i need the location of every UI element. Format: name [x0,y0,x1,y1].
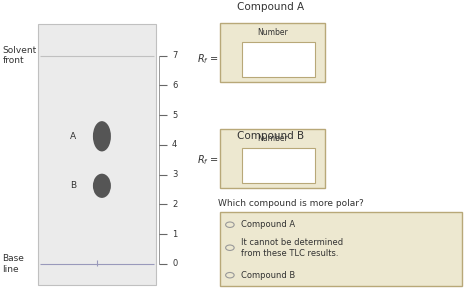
Text: Compound A: Compound A [237,2,304,12]
Ellipse shape [93,121,111,152]
FancyBboxPatch shape [38,24,156,285]
Text: Compound B: Compound B [241,271,295,280]
Text: 0: 0 [172,259,177,268]
Text: $R_f$ =: $R_f$ = [197,52,219,66]
Text: 2: 2 [172,200,177,209]
Text: It cannot be determined
from these TLC results.: It cannot be determined from these TLC r… [241,238,343,258]
FancyBboxPatch shape [220,23,325,82]
Text: B: B [71,181,76,190]
Text: Base
line: Base line [2,254,24,274]
Ellipse shape [93,174,111,198]
Text: 5: 5 [172,111,177,120]
Text: 4: 4 [172,140,177,149]
FancyBboxPatch shape [220,212,462,286]
FancyBboxPatch shape [220,129,325,188]
Text: Which compound is more polar?: Which compound is more polar? [218,198,364,208]
Text: $R_f$ =: $R_f$ = [197,154,219,168]
Text: 3: 3 [172,170,177,179]
Text: 7: 7 [172,51,177,60]
Text: 6: 6 [172,81,177,90]
Text: Compound A: Compound A [241,220,295,229]
FancyBboxPatch shape [242,148,315,183]
FancyBboxPatch shape [242,42,315,77]
Text: Solvent
front: Solvent front [2,46,36,65]
Text: A: A [71,132,76,141]
Text: Number: Number [257,28,288,37]
Text: 1: 1 [172,230,177,239]
Text: Compound B: Compound B [237,131,304,141]
Text: Number: Number [257,134,288,143]
